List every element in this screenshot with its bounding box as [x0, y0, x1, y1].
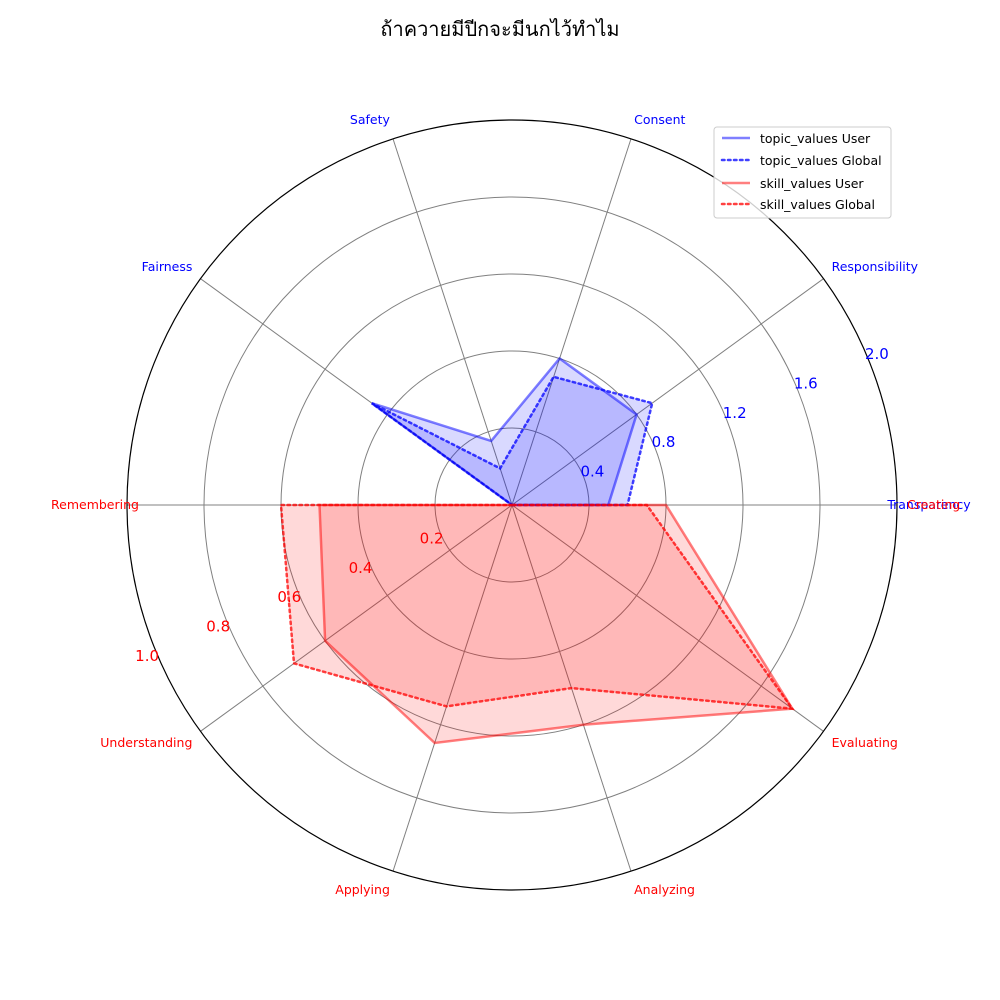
legend-label-topic-user: topic_values User — [760, 131, 871, 146]
category-label-topic-1: Responsibility — [832, 259, 919, 274]
grid-spoke-3 — [511, 138, 632, 506]
category-label-skill-2: Applying — [335, 882, 390, 897]
category-label-topic-2: Consent — [634, 112, 685, 127]
series-line-skill-user — [318, 503, 795, 745]
category-label-skill-5: Creating — [907, 497, 960, 512]
category-label-topic-3: Safety — [350, 112, 391, 127]
grid-spoke-7 — [200, 504, 513, 732]
topic-tick-label-4: 2.0 — [865, 345, 889, 363]
category-label-skill-0: Remembering — [51, 497, 139, 512]
legend-label-topic-global: topic_values Global — [760, 153, 882, 168]
series-fills — [281, 358, 793, 743]
legend-frame — [713, 126, 892, 219]
topic-tick-label-2: 1.2 — [723, 404, 747, 422]
category-label-skill-3: Analyzing — [634, 882, 695, 897]
series-lines — [279, 356, 795, 745]
series-fill-topic-global — [371, 376, 653, 505]
axis-labels: Transparency Responsibility Consent Safety F… — [51, 112, 971, 897]
legend-label-skill-global: skill_values Global — [760, 197, 875, 212]
topic-tick-label-1: 0.8 — [652, 433, 676, 451]
grid-spoke-8 — [392, 504, 513, 872]
outer-circle — [126, 119, 898, 891]
legend: topic_values User topic_values Global sk… — [713, 126, 892, 219]
category-label-topic-0: Transparency — [886, 497, 971, 512]
skill-tick-label-3: 0.8 — [206, 618, 230, 636]
category-label-skill-1: Understanding — [100, 735, 192, 750]
series-fill-skill-global — [281, 505, 793, 709]
grid-spoke-2 — [511, 278, 824, 506]
series-line-skill-global — [279, 503, 795, 711]
category-label-topic-4: Fairness — [142, 259, 193, 274]
skill-tick-label-2: 0.6 — [277, 588, 301, 606]
grid-spoke-10 — [511, 504, 824, 732]
skill-tick-label-0: 0.2 — [420, 529, 444, 547]
skill-tick-label-1: 0.4 — [349, 559, 373, 577]
topic-tick-label-0: 0.4 — [580, 463, 604, 481]
chart-title: ถ้าควายมีปีกจะมีนกไว้ทำไม — [380, 17, 619, 41]
series-fill-skill-user — [319, 505, 793, 743]
category-label-skill-4: Evaluating — [832, 735, 898, 750]
series-fill-topic-user — [371, 358, 637, 505]
grid-spoke-4 — [392, 138, 513, 506]
legend-label-skill-user: skill_values User — [760, 176, 864, 191]
skill-tick-label-4: 1.0 — [135, 647, 159, 665]
topic-tick-label-3: 1.6 — [794, 374, 818, 392]
